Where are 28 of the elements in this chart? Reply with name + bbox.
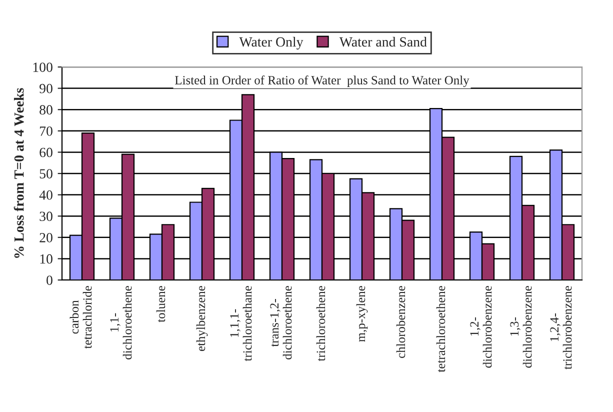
legend-label: Water and Sand — [339, 36, 427, 47]
y-tick-label: 80 — [40, 105, 52, 115]
x-tick-label: 1,1- dichloroethene — [110, 286, 132, 360]
x-tick-label: 1,1,1- trichloroethane — [230, 286, 252, 362]
x-tick-label: tetrachloroethene — [436, 286, 446, 372]
y-tick-label: 30 — [40, 212, 52, 222]
y-tick-label: 70 — [40, 126, 52, 136]
x-tick-label: 1,3- dichlorobenzene — [510, 286, 532, 368]
y-tick-label: 10 — [40, 254, 52, 264]
y-tick-label: 20 — [40, 232, 52, 242]
y-tick-label: 60 — [40, 148, 52, 158]
annotation: Listed in Order of Ratio of Water plus Sand to Water Only — [175, 76, 470, 88]
legend-label: Water Only — [239, 36, 304, 50]
y-tick-label: 50 — [40, 169, 52, 178]
x-tick-label: chlorobenzene — [396, 286, 406, 358]
x-tick-label: trans-1,2- dichloroethene — [270, 286, 292, 360]
y-axis-title: % Loss from T=0 at 4 Weeks — [14, 88, 24, 258]
x-tick-label: toluene — [156, 286, 166, 322]
x-tick-label: carbon tetrachloride — [70, 286, 92, 349]
y-tick-label: 90 — [40, 84, 52, 94]
x-tick-label: 1,2- dichlorobenzene — [470, 286, 492, 368]
x-tick-label: trichloroethene — [316, 286, 326, 362]
y-tick-label: 100 — [33, 62, 52, 72]
y-tick-label: 0 — [46, 276, 52, 285]
x-tick-label: m,p-xylene — [356, 286, 368, 342]
x-tick-label: ethylbenzene — [196, 286, 208, 352]
y-tick-label: 40 — [39, 190, 52, 200]
x-tick-label: 1,2,4- trichlorobenzene — [550, 286, 572, 370]
